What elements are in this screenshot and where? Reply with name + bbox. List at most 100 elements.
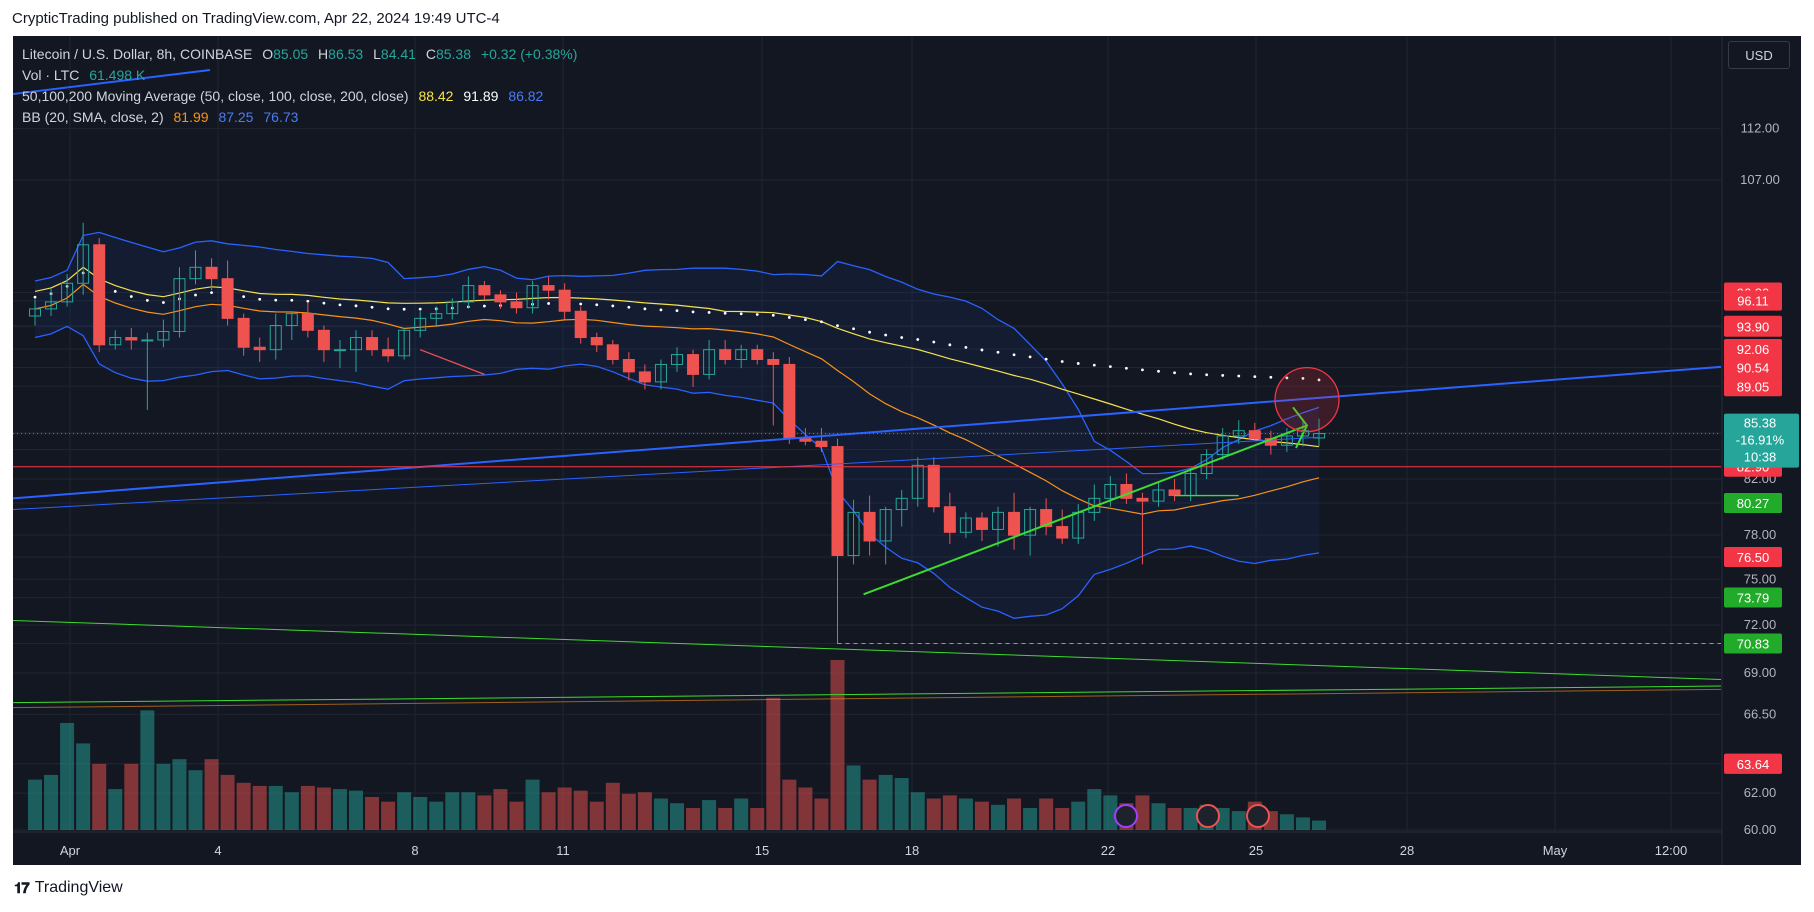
ma200-dot: [242, 295, 246, 299]
volume-bar: [445, 792, 460, 830]
ma200-dot: [932, 340, 936, 344]
chart-legend: Litecoin / U.S. Dollar, 8h, COINBASE O85…: [22, 44, 583, 128]
volume-bar: [670, 803, 684, 830]
blue-trendline-top: [12, 69, 211, 96]
y-tick-label: 107.00: [1740, 172, 1780, 187]
volume-bar: [1183, 807, 1198, 830]
ma200-dot: [1285, 376, 1289, 380]
x-tick-label: May: [1543, 843, 1568, 858]
y-tick-label: 78.00: [1744, 527, 1777, 542]
ma200-dot: [1237, 374, 1241, 378]
candle-body: [109, 337, 122, 346]
price-label-box: [1724, 376, 1782, 397]
x-tick-label: 15: [755, 843, 769, 858]
x-tick-label: 18: [905, 843, 919, 858]
symbol-title[interactable]: Litecoin / U.S. Dollar, 8h, COINBASE: [22, 46, 253, 62]
bb-lower-line: [34, 325, 1320, 619]
candle-body: [237, 317, 250, 348]
volume-bar: [686, 807, 701, 830]
candle-body: [1008, 511, 1021, 536]
red-small-arrow: [419, 349, 485, 375]
volume-bar: [332, 789, 347, 830]
price-label-text: 80.27: [1737, 496, 1770, 511]
volume-bar: [381, 801, 396, 830]
volume-label[interactable]: Vol · LTC: [22, 67, 80, 83]
candle-body: [510, 301, 523, 309]
price-label-box: [1724, 357, 1782, 378]
candle-body: [333, 349, 346, 352]
legend-ma-row: 50,100,200 Moving Average (50, close, 10…: [22, 86, 583, 107]
ma200-dot: [113, 289, 117, 293]
candle-body: [173, 278, 186, 333]
legend-volume-row: Vol · LTC 61.498 K: [22, 65, 583, 86]
last-price-box: [1724, 413, 1799, 468]
green-arrow-head: [1292, 406, 1309, 449]
candle-body: [847, 511, 860, 557]
candle-body: [735, 349, 748, 360]
ohlc-low: L84.41: [373, 46, 416, 62]
candle-body: [719, 349, 732, 360]
ma200-dot: [739, 312, 743, 316]
ma200-dot: [547, 302, 550, 305]
bb-upper-value: 87.25: [218, 109, 254, 125]
currency-selector[interactable]: USD: [1728, 41, 1790, 69]
volume-bar: [766, 697, 781, 830]
tradingview-logo-icon: 𝟏𝟕: [14, 879, 30, 897]
ma-label[interactable]: 50,100,200 Moving Average (50, close, 10…: [22, 88, 409, 104]
candle-body: [414, 317, 427, 331]
candle-body: [542, 285, 555, 291]
bb-upper-line: [34, 231, 1320, 475]
candle-body: [29, 308, 41, 317]
candle-body: [671, 354, 683, 365]
ma-value-50: 88.42: [418, 88, 454, 104]
candle-body: [141, 339, 154, 342]
ohlc-open: O85.05: [262, 46, 309, 62]
y-tick-label: 66.50: [1744, 706, 1777, 721]
ma200-dot: [595, 303, 599, 307]
ma200-dot: [884, 333, 888, 337]
bb-lower-value: 76.73: [263, 109, 299, 125]
candle-body: [911, 464, 924, 499]
bb-label[interactable]: BB (20, SMA, close, 2): [22, 109, 164, 125]
candle-body: [285, 313, 298, 327]
candle-body: [382, 349, 395, 357]
candle-body: [526, 285, 539, 309]
volume-bar: [734, 798, 749, 830]
x-tick-label: 25: [1249, 843, 1263, 858]
y-tick-label: 112.00: [1741, 121, 1780, 136]
ma200-dot: [1092, 363, 1096, 367]
candle-body: [992, 511, 1004, 530]
volume-bar: [814, 798, 829, 830]
ma200-dot: [322, 301, 326, 305]
highlight-circle: [1274, 366, 1340, 433]
volume-bar: [878, 774, 893, 830]
lightning-icon[interactable]: [1114, 804, 1138, 828]
candle-body: [221, 278, 234, 319]
ma200-dot: [354, 304, 358, 308]
volume-bar: [1295, 817, 1310, 830]
price-label-box: [1724, 338, 1782, 359]
volume-value: 61.498 K: [89, 67, 146, 83]
us-flag-icon[interactable]: [1196, 804, 1220, 828]
volume-bar: [493, 789, 508, 830]
price-label-text: 76.50: [1737, 550, 1770, 565]
ma200-dot: [338, 303, 342, 307]
us-flag-icon[interactable]: [1246, 804, 1270, 828]
candle-body: [253, 346, 266, 351]
volume-bar: [637, 792, 652, 830]
candle-body: [654, 363, 667, 383]
candle-body: [590, 337, 603, 346]
ma200-dot: [916, 338, 920, 341]
plot-background: [13, 36, 1801, 865]
tradingview-brand[interactable]: 𝟏𝟕 TradingView: [14, 879, 123, 897]
candle-body: [430, 313, 443, 319]
brand-name: TradingView: [34, 879, 123, 896]
volume-bar: [846, 765, 861, 830]
ma200-dot: [627, 305, 631, 309]
price-label-box: [1724, 547, 1782, 568]
candle-body: [799, 438, 812, 442]
green-long-downtrend: [12, 619, 1722, 680]
volume-bar: [1151, 803, 1166, 830]
ohlc-close: C85.38: [425, 46, 472, 62]
